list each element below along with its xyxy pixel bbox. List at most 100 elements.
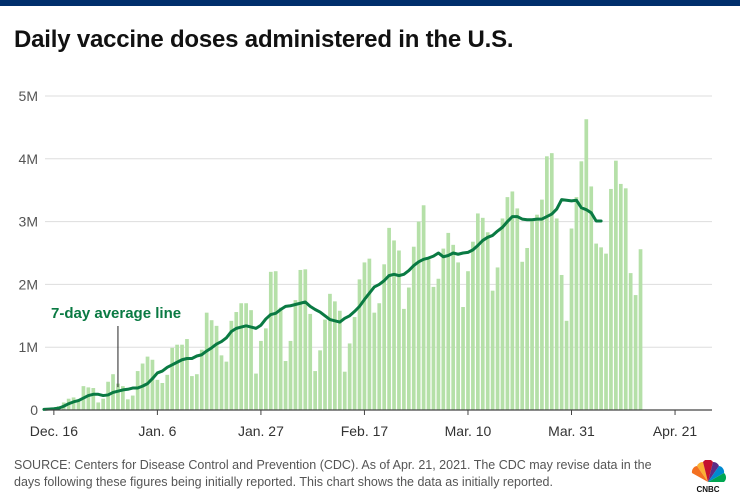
bar	[268, 271, 273, 410]
bar	[614, 160, 618, 410]
bar	[623, 188, 628, 410]
bar	[594, 243, 599, 410]
bar	[367, 258, 372, 410]
x-tick-label: Mar. 31	[548, 423, 595, 439]
bar	[71, 397, 76, 410]
bar	[456, 262, 460, 410]
bar	[382, 264, 387, 410]
top-accent-bar	[0, 0, 740, 6]
y-tick-label: 5M	[19, 88, 38, 104]
bar-series	[42, 119, 643, 411]
bar	[298, 269, 303, 410]
bar	[219, 355, 224, 410]
bar	[406, 287, 411, 410]
bar	[318, 350, 322, 410]
bar	[589, 186, 594, 410]
bar	[303, 269, 308, 410]
bar	[446, 232, 451, 410]
bar	[234, 312, 239, 410]
bar	[520, 261, 525, 410]
bar	[441, 248, 446, 410]
bar	[121, 386, 125, 410]
bar	[96, 402, 101, 410]
bar	[155, 379, 160, 410]
bar	[293, 300, 298, 410]
bar	[436, 278, 441, 410]
bar	[165, 374, 170, 410]
bar	[515, 208, 520, 410]
bar	[495, 267, 500, 410]
y-tick-label: 3M	[19, 214, 38, 230]
x-tick-label: Mar. 10	[445, 423, 492, 439]
bar	[170, 347, 175, 410]
bar	[599, 247, 603, 410]
svg-text:CNBC: CNBC	[696, 485, 719, 494]
bar	[91, 388, 96, 410]
bar	[209, 320, 214, 410]
bar	[525, 247, 529, 410]
bar	[530, 219, 534, 410]
bar	[510, 191, 515, 410]
bar	[150, 359, 155, 410]
bar	[352, 317, 357, 410]
bar	[362, 262, 367, 410]
x-axis	[45, 409, 712, 415]
bar	[505, 197, 510, 410]
bar	[604, 253, 608, 410]
bar	[471, 241, 475, 410]
bar	[480, 217, 485, 410]
bar	[426, 259, 431, 410]
bar	[135, 371, 140, 410]
y-tick-label: 1M	[19, 339, 38, 355]
bar	[540, 199, 544, 410]
bar	[461, 307, 465, 410]
bar	[402, 308, 406, 410]
bar	[229, 320, 234, 410]
bar	[397, 250, 401, 410]
bar	[416, 221, 421, 410]
x-tick-label: Feb. 17	[341, 423, 389, 439]
x-axis-labels: Dec. 16 Jan. 6 Jan. 27 Feb. 17 Mar. 10 Mar. 3…	[30, 423, 698, 439]
bar	[633, 295, 638, 410]
bar	[175, 344, 179, 410]
bar	[224, 361, 229, 410]
bar	[387, 227, 391, 410]
bar	[190, 376, 194, 410]
cnbc-logo: CNBC	[688, 459, 728, 494]
bar	[609, 188, 613, 410]
bar	[342, 371, 347, 410]
bar	[579, 161, 584, 410]
x-tick-label: Dec. 16	[30, 423, 78, 439]
y-tick-label: 2M	[19, 276, 38, 292]
bar	[116, 383, 120, 410]
bar	[249, 310, 253, 410]
bar	[628, 273, 633, 410]
bar	[411, 246, 416, 410]
bar	[545, 156, 549, 410]
bar	[554, 218, 559, 410]
bar	[431, 286, 436, 410]
bar	[500, 218, 505, 410]
bar	[584, 119, 589, 411]
y-axis-labels: 0 1M 2M 3M 4M 5M	[19, 88, 39, 418]
bar	[244, 303, 248, 410]
bar	[180, 344, 184, 410]
bar	[254, 373, 258, 410]
bar	[347, 343, 352, 410]
bar	[357, 279, 362, 410]
bar	[308, 313, 313, 410]
bar	[372, 312, 377, 410]
bar	[130, 395, 135, 410]
bar	[194, 374, 199, 410]
bar	[214, 325, 219, 410]
average-line-series	[42, 198, 603, 411]
bar	[466, 271, 470, 410]
bar	[618, 183, 623, 410]
bar	[490, 290, 495, 410]
bar	[574, 197, 579, 410]
bar	[259, 340, 263, 410]
bar	[323, 319, 327, 410]
bar	[549, 153, 554, 410]
bar	[264, 328, 268, 410]
bar	[451, 244, 456, 410]
